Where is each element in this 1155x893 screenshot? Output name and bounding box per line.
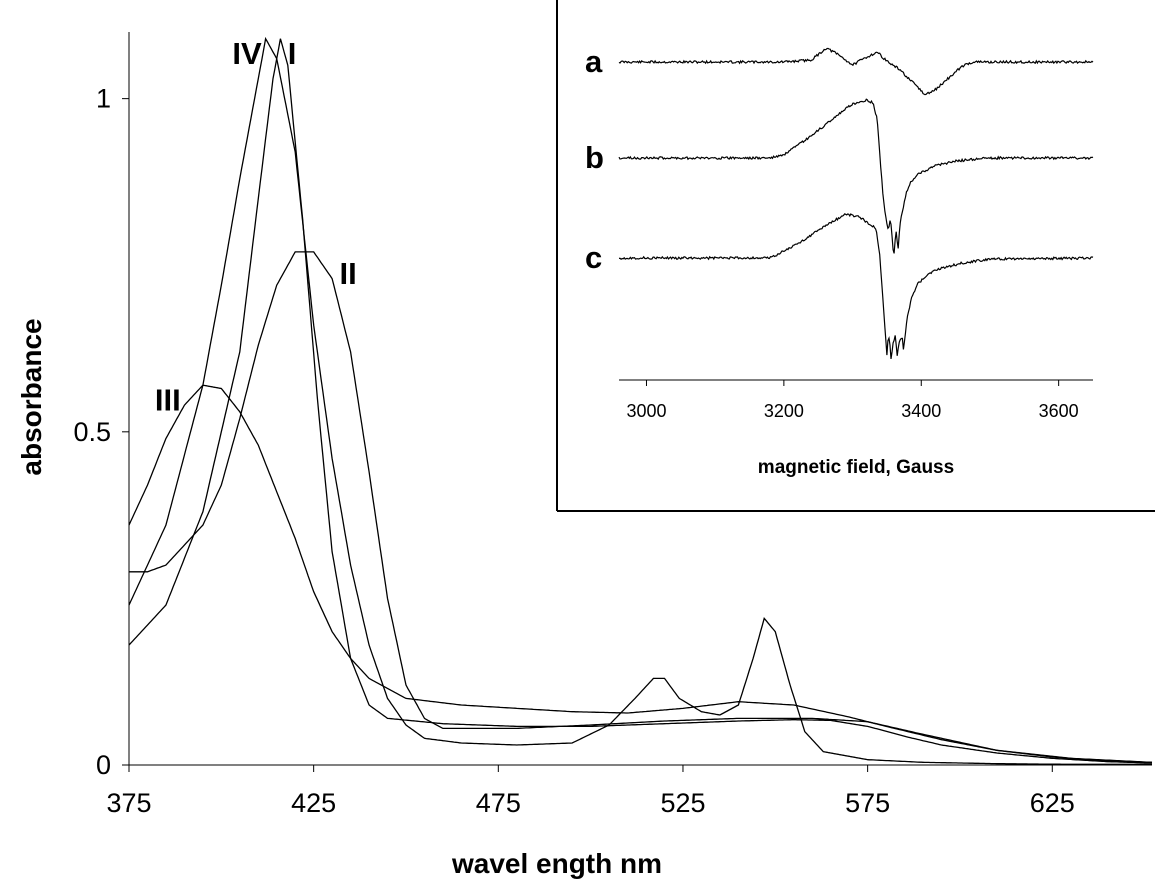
series-line-III: [128, 384, 1152, 763]
epr-trace-a: [618, 47, 1094, 96]
y-tick-label: 0: [96, 750, 111, 780]
inset-x-tick-label: 3600: [1039, 401, 1079, 421]
epr-trace-b: [618, 98, 1094, 254]
x-tick-label: 425: [291, 788, 336, 818]
inset-x-tick-label: 3200: [764, 401, 804, 421]
epr-trace-label-c: c: [585, 240, 602, 275]
inset-x-axis-title: magnetic field, Gauss: [758, 457, 954, 478]
epr-inset-plot: 3000 3200 3400 3600 magnetic field, Gauss a b c: [556, 0, 1155, 512]
absorbance-plot: 0 0.5 1 375 425 475 525 575 625 wavel ength nm abs…: [16, 32, 1153, 879]
series-label-II: II: [340, 256, 357, 291]
epr-trace-label-a: a: [585, 44, 603, 79]
series-label-III: III: [155, 383, 181, 418]
inset-background: [557, 0, 1155, 512]
series-label-I: I: [288, 36, 297, 71]
x-tick-label: 625: [1030, 788, 1075, 818]
x-tick-label: 375: [106, 788, 151, 818]
y-axis-title: absorbance: [16, 318, 47, 475]
series-line-IV: [128, 36, 1152, 765]
x-tick-label: 475: [476, 788, 521, 818]
epr-trace-label-b: b: [585, 140, 604, 175]
series-label-IV: IV: [232, 36, 262, 71]
inset-x-tick-label: 3000: [626, 401, 666, 421]
epr-trace-c: [618, 213, 1094, 359]
y-tick-label: 1: [96, 84, 111, 114]
x-axis-title: wavel ength nm: [451, 848, 662, 879]
x-tick-label: 575: [845, 788, 890, 818]
inset-x-tick-label: 3400: [901, 401, 941, 421]
y-tick-label: 0.5: [73, 417, 111, 447]
x-tick-label: 525: [660, 788, 705, 818]
